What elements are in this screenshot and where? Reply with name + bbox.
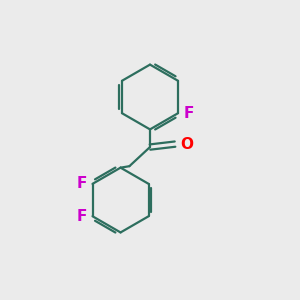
Text: F: F — [77, 176, 87, 191]
Text: F: F — [77, 209, 87, 224]
Text: F: F — [183, 106, 194, 121]
Text: O: O — [180, 136, 193, 152]
